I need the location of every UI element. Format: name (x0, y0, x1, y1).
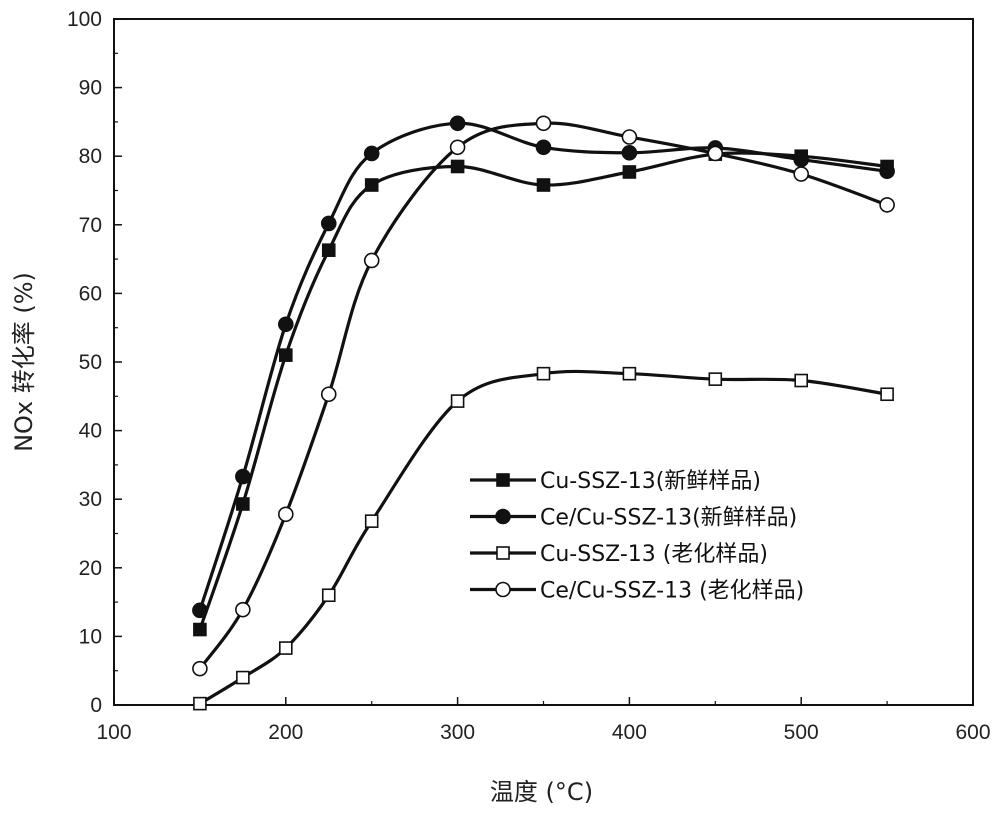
data-point-series-3 (278, 641, 293, 655)
data-point-series-2 (621, 144, 638, 161)
data-point-series-1 (622, 165, 637, 179)
x-tick-label: 400 (612, 721, 647, 744)
data-point-series-3 (622, 366, 637, 381)
data-point-series-4 (320, 386, 337, 403)
data-point-series-4 (879, 197, 895, 213)
x-tick-label: 600 (955, 721, 990, 744)
y-tick-label: 10 (79, 625, 102, 648)
data-point-series-3 (536, 366, 551, 381)
data-point-series-2 (235, 468, 251, 485)
series-line-2 (198, 121, 888, 611)
data-point-series-3 (236, 670, 250, 685)
data-point-series-2 (192, 602, 208, 619)
legend-label-1: Cu-SSZ-13(新鲜样品) (540, 469, 761, 494)
data-point-series-1 (450, 159, 465, 174)
data-point-series-3 (364, 514, 379, 528)
data-point-series-4 (621, 129, 638, 145)
y-tick-label: 60 (79, 282, 102, 305)
y-tick-label: 30 (79, 488, 102, 511)
y-tick-label: 90 (79, 77, 102, 100)
data-point-series-3 (880, 387, 894, 402)
data-point-series-3 (321, 588, 336, 603)
x-tick-label: 200 (268, 721, 303, 744)
y-tick-label: 40 (79, 420, 102, 443)
x-tick-label: 100 (96, 721, 131, 744)
axis-titles: 温度 (°C) NOx 转化率 (%) (10, 272, 593, 806)
data-point-series-3 (794, 373, 809, 388)
y-tick-label: 0 (90, 694, 102, 717)
y-tick-label: 70 (79, 214, 102, 237)
data-point-series-2 (320, 215, 337, 232)
data-point-series-2 (879, 163, 895, 180)
data-point-series-4 (449, 139, 466, 156)
data-point-series-4 (192, 660, 208, 677)
series-curves (198, 121, 888, 705)
data-point-series-3 (708, 372, 723, 386)
data-point-series-4 (793, 166, 810, 182)
data-point-series-2 (793, 151, 810, 168)
y-tick-label: 80 (79, 145, 102, 168)
legend-label-2: Ce/Cu-SSZ-13(新鲜样品) (540, 506, 797, 531)
series-line-3 (199, 369, 888, 705)
y-tick-label: 50 (79, 351, 102, 374)
legend-label-3: Cu-SSZ-13 (老化样品) (540, 542, 768, 567)
data-point-series-2 (449, 115, 466, 132)
data-point-series-4 (363, 252, 380, 269)
y-axis-title: NOx 转化率 (%) (10, 272, 38, 452)
legend: Cu-SSZ-13(新鲜样品) Ce/Cu-SSZ-13(新鲜样品) Cu-SSZ-… (470, 469, 804, 604)
data-point-series-1 (536, 178, 551, 192)
legend-marker-3 (496, 546, 510, 560)
data-point-series-1 (321, 243, 336, 257)
series-line-4 (198, 121, 888, 670)
x-tick-label: 300 (440, 721, 475, 744)
data-point-series-4 (707, 145, 724, 162)
y-tick-label: 20 (79, 557, 102, 580)
data-point-series-4 (535, 115, 552, 132)
legend-marker-2 (495, 508, 511, 525)
x-axis-title-text: 温度 ( (490, 778, 555, 806)
y-tick-label: 100 (67, 8, 102, 31)
data-point-series-3 (450, 394, 465, 408)
series-markers (192, 115, 895, 711)
data-point-series-2 (363, 145, 380, 162)
x-tick-label: 500 (784, 721, 819, 744)
data-point-series-1 (236, 497, 250, 511)
data-point-series-3 (193, 696, 207, 711)
legend-marker-1 (496, 473, 510, 487)
x-axis-title: 温度 (°C) (490, 778, 593, 806)
data-point-series-1 (364, 178, 379, 192)
series-line-1 (198, 151, 888, 631)
legend-marker-4 (495, 581, 511, 598)
data-point-series-1 (193, 622, 207, 637)
data-point-series-2 (535, 139, 552, 156)
x-axis-unit: °C (555, 778, 584, 806)
data-point-series-1 (278, 348, 293, 362)
data-point-series-4 (277, 506, 294, 523)
data-point-series-4 (235, 601, 251, 618)
data-point-series-2 (277, 316, 294, 333)
x-axis-title-close: ) (584, 778, 593, 806)
axes: 100 200 300 400 500 600 0 10 20 30 40 50 60 70 80 90 100 (67, 8, 991, 744)
legend-label-4: Ce/Cu-SSZ-13 (老化样品) (540, 579, 804, 604)
